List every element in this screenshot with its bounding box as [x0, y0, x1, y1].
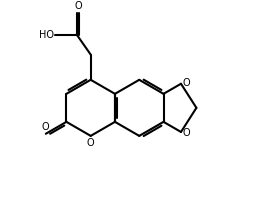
Text: O: O	[183, 128, 190, 138]
Text: O: O	[74, 1, 82, 11]
Text: O: O	[87, 138, 94, 148]
Text: HO: HO	[39, 30, 54, 40]
Text: O: O	[42, 122, 50, 132]
Text: O: O	[183, 78, 190, 88]
